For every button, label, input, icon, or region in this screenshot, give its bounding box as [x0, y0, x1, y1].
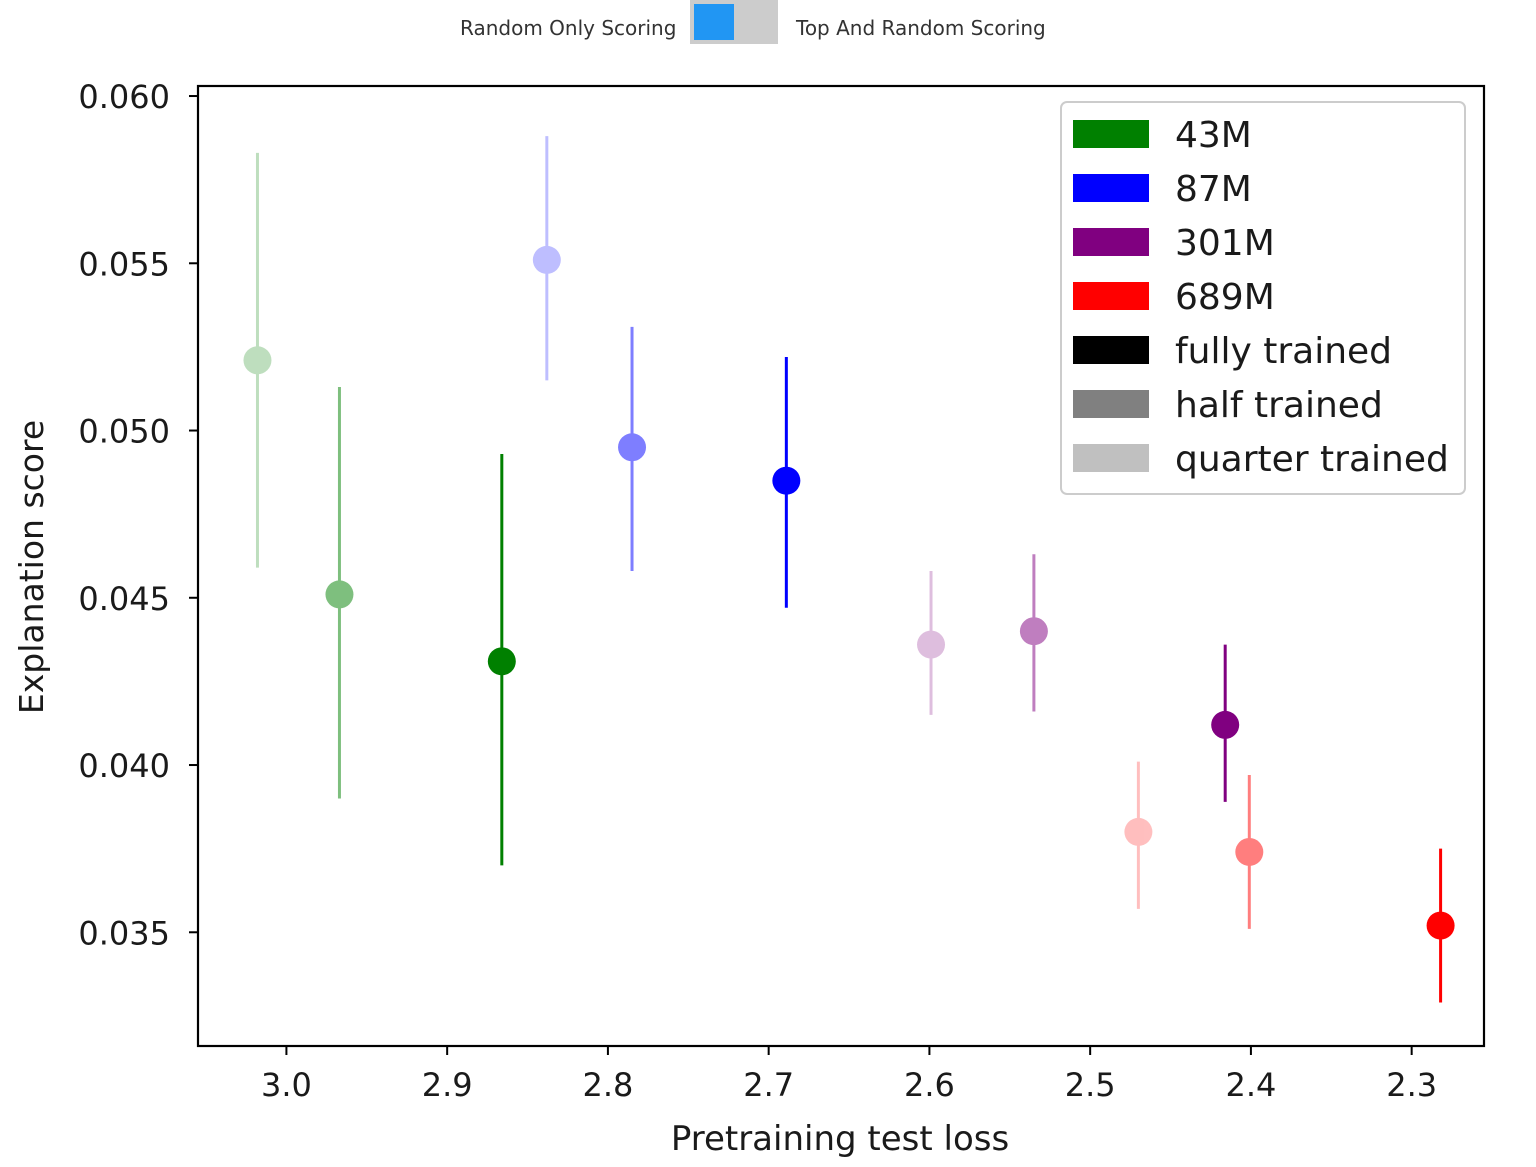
legend-swatch-half-trained [1073, 390, 1149, 418]
marker-301m-quarter-trained [917, 630, 946, 659]
point-87m-half-trained [618, 326, 647, 572]
x-tick-label-2-3: 2.3 [1386, 1066, 1437, 1104]
x-tick-label-2-9: 2.9 [422, 1066, 473, 1104]
point-301m-fully-trained [1211, 644, 1240, 802]
point-689m-half-trained [1235, 775, 1264, 929]
marker-43m-half-trained [325, 580, 354, 609]
marker-43m-fully-trained [487, 647, 516, 676]
x-tick-label-2-5: 2.5 [1065, 1066, 1116, 1104]
legend-swatch-689m [1073, 282, 1149, 310]
marker-301m-fully-trained [1211, 710, 1240, 739]
legend-box [1060, 101, 1466, 495]
x-tick-label-2-8: 2.8 [582, 1066, 633, 1104]
marker-43m-quarter-trained [243, 346, 272, 375]
point-43m-quarter-trained [243, 152, 272, 568]
point-301m-quarter-trained [917, 571, 946, 715]
top-and-random-scoring-label[interactable]: Top And Random Scoring [796, 16, 1046, 40]
x-tick-label-2-7: 2.7 [743, 1066, 794, 1104]
y-tick-label-0-035: 0.035 [78, 914, 170, 952]
legend: 43M 87M 301M 689M fully trained half trained q… [1060, 101, 1466, 495]
y-tick-label-0-055: 0.055 [78, 245, 170, 283]
legend-swatch-43m [1073, 120, 1149, 148]
y-tick-label-0-060: 0.060 [78, 78, 170, 116]
legend-label-fully-trained: fully trained [1175, 331, 1392, 372]
y-tick-label-0-040: 0.040 [78, 747, 170, 785]
legend-label-87m: 87M [1175, 169, 1252, 210]
y-axis-label: Explanation score [12, 420, 51, 714]
point-43m-fully-trained [487, 453, 516, 866]
marker-87m-quarter-trained [532, 245, 561, 274]
scoring-toggle-bar: Random Only Scoring Top And Random Scori… [0, 0, 1536, 56]
legend-label-689m: 689M [1175, 277, 1275, 318]
point-301m-half-trained [1019, 554, 1048, 712]
x-tick-label-3-0: 3.0 [261, 1066, 312, 1104]
legend-label-quarter-trained: quarter trained [1175, 439, 1449, 480]
y-tick-label-0-050: 0.050 [78, 413, 170, 451]
point-87m-fully-trained [772, 356, 801, 608]
x-axis: 3.0 2.9 2.8 2.7 2.6 2.5 2.4 2.3 [261, 1046, 1437, 1104]
plot-frame [196, 84, 1486, 1048]
point-43m-half-trained [325, 387, 354, 799]
marker-301m-half-trained [1019, 617, 1048, 646]
scoring-toggle-switch[interactable] [690, 0, 778, 44]
legend-label-43m: 43M [1175, 115, 1252, 156]
x-axis-label: Pretraining test loss [671, 1119, 1009, 1159]
random-only-scoring-label[interactable]: Random Only Scoring [460, 16, 677, 40]
legend-label-301m: 301M [1175, 223, 1275, 264]
data-points [243, 136, 1455, 1003]
legend-label-half-trained: half trained [1175, 385, 1383, 426]
x-tick-label-2-4: 2.4 [1225, 1066, 1276, 1104]
marker-87m-half-trained [618, 433, 647, 462]
x-tick-label-2-6: 2.6 [904, 1066, 955, 1104]
marker-689m-fully-trained [1426, 911, 1455, 940]
scatter-chart: 3.0 2.9 2.8 2.7 2.6 2.5 2.4 2.3 0.035 0.040 0.045… [12, 78, 1486, 1159]
y-tick-label-0-045: 0.045 [78, 580, 170, 618]
legend-swatch-301m [1073, 228, 1149, 256]
y-axis: 0.035 0.040 0.045 0.050 0.055 0.060 [78, 78, 198, 952]
point-689m-fully-trained [1426, 848, 1455, 1003]
toggle-knob[interactable] [694, 4, 734, 40]
legend-swatch-87m [1073, 174, 1149, 202]
marker-689m-quarter-trained [1124, 817, 1153, 846]
marker-689m-half-trained [1235, 837, 1264, 866]
point-87m-quarter-trained [532, 136, 561, 381]
legend-swatch-fully-trained [1073, 336, 1149, 364]
point-689m-quarter-trained [1124, 761, 1153, 909]
marker-87m-fully-trained [772, 466, 801, 495]
legend-swatch-quarter-trained [1073, 444, 1149, 472]
